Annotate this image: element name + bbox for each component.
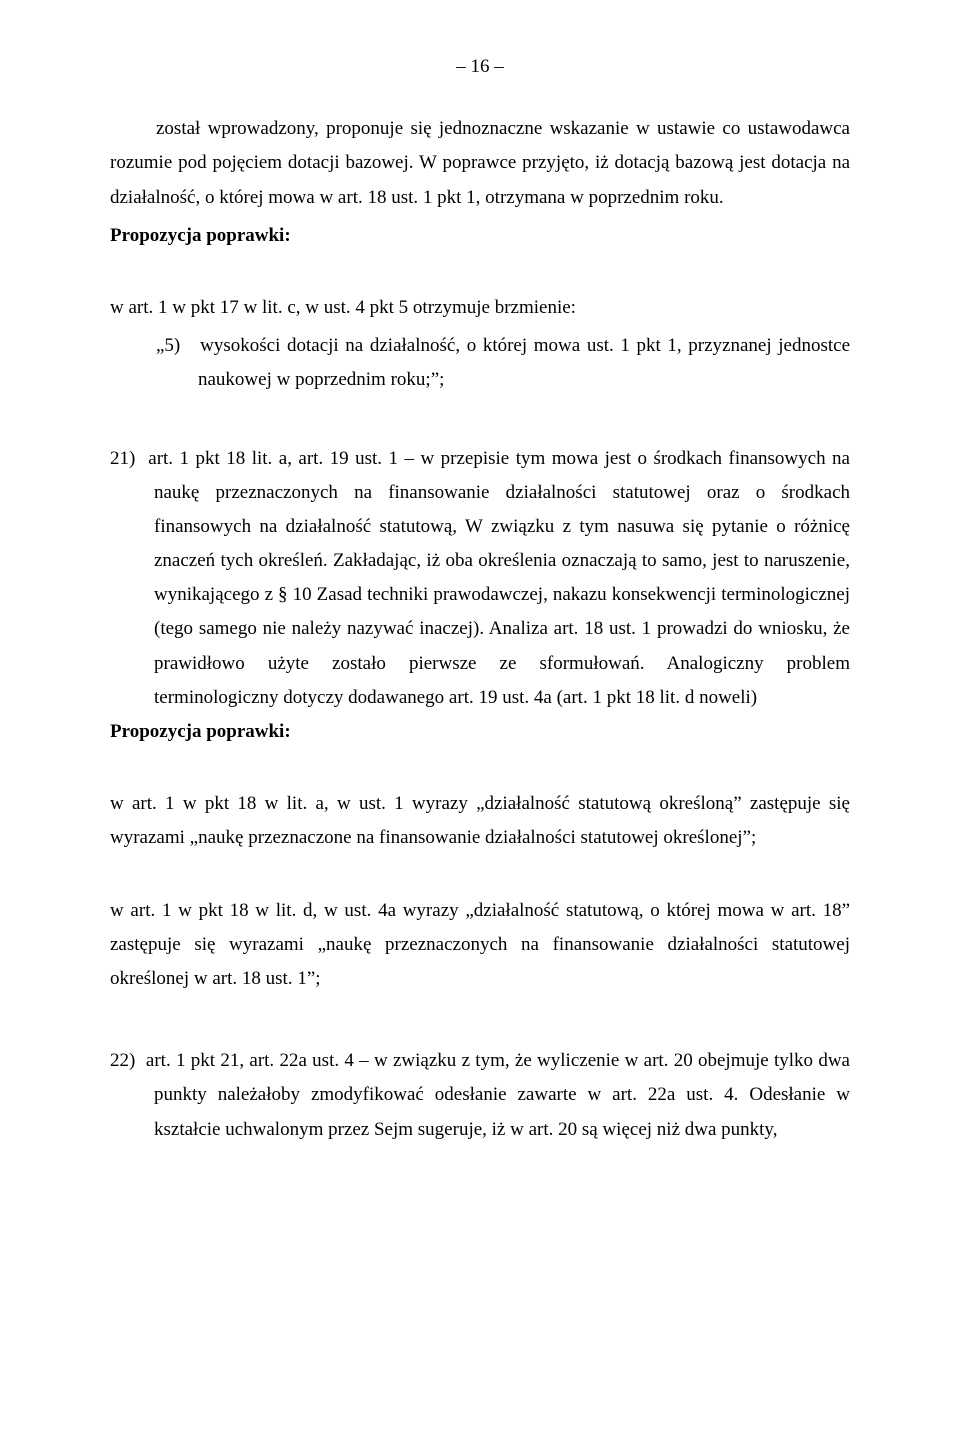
spacer <box>110 753 850 787</box>
label-propozycja-1: Propozycja poprawki: <box>110 219 850 253</box>
paragraph-intro-1: został wprowadzony, proponuje się jednoz… <box>110 112 850 215</box>
document-page: – 16 – został wprowadzony, proponuje się… <box>0 0 960 1452</box>
list-item-22: 22) art. 1 pkt 21, art. 22a ust. 4 – w z… <box>110 1044 850 1147</box>
amendment-para-3: w art. 1 w pkt 18 w lit. a, w ust. 1 wyr… <box>110 787 850 855</box>
spacer <box>110 860 850 894</box>
label-propozycja-2: Propozycja poprawki: <box>110 715 850 749</box>
spacer <box>110 1000 850 1044</box>
amendment-para-4: w art. 1 w pkt 18 w lit. d, w ust. 4a wy… <box>110 894 850 997</box>
page-number: – 16 – <box>110 50 850 84</box>
spacer <box>110 398 850 442</box>
amendment-quote-1: „5) wysokości dotacji na działalność, o … <box>110 329 850 397</box>
amendment-intro-1: w art. 1 w pkt 17 w lit. c, w ust. 4 pkt… <box>110 291 850 325</box>
spacer <box>110 257 850 291</box>
label-propozycja-text: Propozycja poprawki: <box>110 225 291 246</box>
label-propozycja-text-2: Propozycja poprawki: <box>110 721 291 742</box>
list-item-21: 21) art. 1 pkt 18 lit. a, art. 19 ust. 1… <box>110 442 850 716</box>
